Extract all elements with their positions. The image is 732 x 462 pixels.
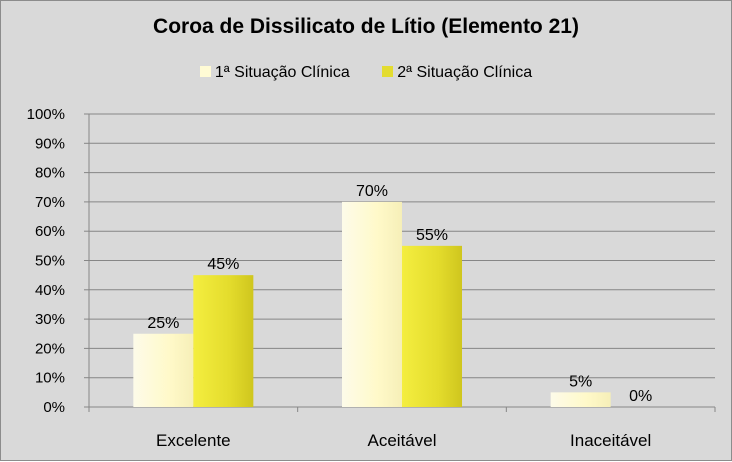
data-label-series-1: 25% <box>147 315 179 332</box>
legend-swatch-series-1 <box>199 66 211 77</box>
y-tick-label: 60% <box>35 223 65 240</box>
data-label-series-1: 70% <box>356 183 388 200</box>
legend-label-series-2: 2ª Situação Clínica <box>397 64 533 81</box>
x-tick-label: Inaceitável <box>570 431 651 450</box>
legend-item-series-2: 2ª Situação Clínica <box>382 64 532 82</box>
y-tick-label: 100% <box>27 106 65 123</box>
bar-series-2 <box>193 275 254 407</box>
y-tick-label: 30% <box>35 311 65 328</box>
x-tick-label: Excelente <box>156 431 231 450</box>
bar-series-1 <box>342 201 402 407</box>
y-tick-label: 10% <box>35 370 65 387</box>
legend-item-series-1: 1ª Situação Clínica <box>199 64 350 82</box>
y-tick-label: 70% <box>35 194 65 211</box>
data-label-series-2: 45% <box>207 256 239 273</box>
y-tick-label: 90% <box>35 135 65 152</box>
bar-series-1 <box>133 333 194 407</box>
y-tick-label: 20% <box>35 340 65 357</box>
bar-series-1 <box>550 392 611 407</box>
chart-legend: 1ª Situação Clínica 2ª Situação Clínica <box>1 64 731 82</box>
y-tick-label: 0% <box>43 399 65 416</box>
x-tick-label: Aceitável <box>368 431 437 450</box>
chart-title: Coroa de Dissilicato de Lítio (Elemento … <box>153 15 579 38</box>
bar-series-2 <box>402 245 462 407</box>
y-tick-label: 80% <box>35 165 65 182</box>
legend-swatch-series-2 <box>382 66 394 77</box>
data-label-series-2: 0% <box>629 388 652 405</box>
data-label-series-1: 5% <box>569 373 592 390</box>
y-tick-label: 50% <box>35 253 65 270</box>
data-label-series-2: 55% <box>416 227 448 244</box>
legend-label-series-1: 1ª Situação Clínica <box>214 64 350 81</box>
y-tick-label: 40% <box>35 282 65 299</box>
